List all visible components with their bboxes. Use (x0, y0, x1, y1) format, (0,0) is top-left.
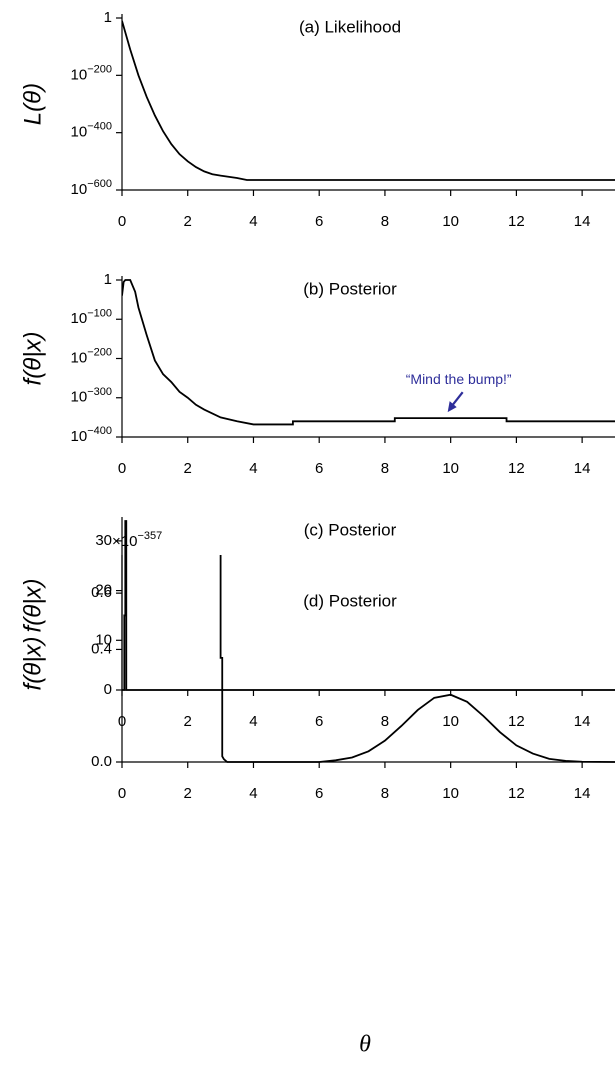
x-tick-label: 0 (118, 213, 126, 230)
y-tick-label: 10−400 (71, 121, 112, 141)
x-tick-label: 12 (508, 713, 525, 730)
data-line (122, 20, 615, 181)
exponent: −400 (87, 121, 112, 133)
x-tick-label: 8 (381, 213, 389, 230)
y-tick-label: 10−400 (71, 425, 112, 445)
exponent: −100 (87, 307, 112, 319)
x-tick-label: 2 (184, 213, 192, 230)
y-tick-label: 10−300 (71, 386, 112, 406)
data-line (219, 555, 615, 763)
x-tick-label: 14 (574, 713, 591, 730)
y-tick-label: 0.6 (91, 584, 112, 601)
panel-title: (d) Posterior (303, 591, 397, 610)
x-tick-label: 8 (381, 713, 389, 730)
x-tick-label: 14 (574, 213, 591, 230)
x-tick-label: 6 (315, 460, 323, 477)
x-tick-label: 6 (315, 213, 323, 230)
x-axis-label: θ (359, 1032, 371, 1058)
x-tick-label: 14 (574, 785, 591, 802)
x-tick-label: 2 (184, 785, 192, 802)
y-tick-label: 1 (104, 9, 112, 26)
y-axis-label: L(θ) (19, 83, 46, 125)
x-tick-label: 14 (574, 460, 591, 477)
x-tick-label: 12 (508, 785, 525, 802)
annotation: “Mind the bump!” (406, 371, 512, 387)
annotation-arrowhead (447, 401, 457, 413)
y-axis-label: f(θ|x) (19, 579, 46, 633)
y-tick-label: 0 (104, 681, 112, 698)
y-tick-label: 30 (95, 532, 112, 549)
panel-title: (b) Posterior (303, 279, 397, 298)
y-tick-label: 10−100 (71, 307, 112, 327)
y-axis-label: f(θ|x) (19, 332, 46, 386)
y-tick-label: 0.4 (91, 640, 112, 657)
x-tick-label: 4 (249, 713, 257, 730)
y-axis-label: f(θ|x) (19, 637, 46, 691)
exponent: −357 (137, 530, 162, 542)
x-tick-label: 12 (508, 213, 525, 230)
x-tick-label: 0 (118, 460, 126, 477)
x-tick-label: 6 (315, 785, 323, 802)
y-tick-label: 20 (95, 582, 112, 599)
annotation-arrow (450, 391, 464, 407)
x-tick-label: 4 (249, 460, 257, 477)
x-tick-label: 10 (442, 785, 459, 802)
data-line (122, 520, 615, 691)
exponent: −200 (87, 346, 112, 358)
x-tick-label: 8 (381, 460, 389, 477)
x-tick-label: 12 (508, 460, 525, 477)
x-tick-label: 10 (442, 213, 459, 230)
panel-title: (c) Posterior (304, 520, 397, 539)
exponent: −200 (87, 63, 112, 75)
exponent: −400 (87, 425, 112, 437)
x-tick-label: 2 (184, 460, 192, 477)
x-tick-label: 2 (184, 713, 192, 730)
y-tick-label: 10−600 (71, 178, 112, 198)
x-tick-label: 6 (315, 713, 323, 730)
x-tick-label: 0 (118, 785, 126, 802)
x-tick-label: 4 (249, 213, 257, 230)
y-tick-label: 0.0 (91, 753, 112, 770)
x-tick-label: 8 (381, 785, 389, 802)
y-tick-label: 10 (95, 631, 112, 648)
y-tick-label: 10−200 (71, 63, 112, 83)
exponent: −600 (87, 178, 112, 190)
x-tick-label: 4 (249, 785, 257, 802)
data-line (122, 279, 615, 426)
y-tick-label: 10−200 (71, 346, 112, 366)
exponent: −300 (87, 386, 112, 398)
x-tick-label: 10 (442, 713, 459, 730)
y-tick-label: 1 (104, 271, 112, 288)
x-tick-label: 10 (442, 460, 459, 477)
panel-title: (a) Likelihood (299, 17, 401, 36)
y-multiplier: ×10−357 (112, 530, 162, 550)
